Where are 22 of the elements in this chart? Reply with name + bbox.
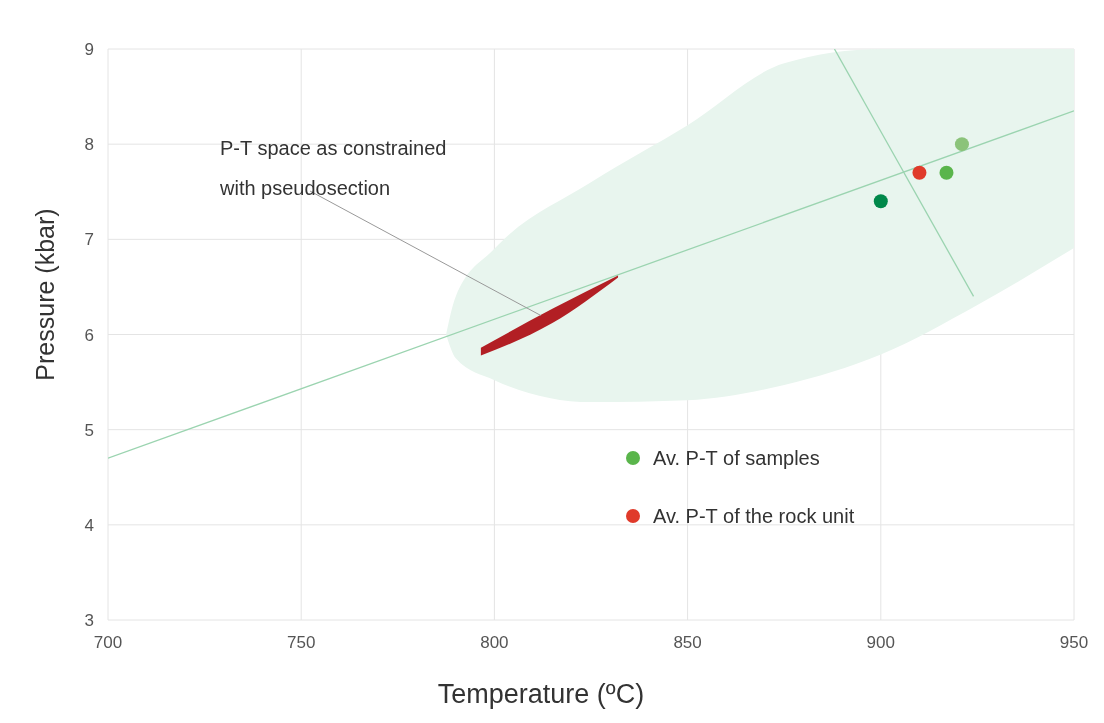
- x-tick-label: 900: [866, 633, 895, 652]
- x-tick-label: 950: [1059, 633, 1089, 652]
- x-tick-label: 700: [93, 633, 123, 652]
- x-axis-title: Temperature (ºC): [437, 679, 645, 709]
- y-tick-label: 7: [84, 230, 94, 250]
- y-tick-label: 8: [84, 135, 94, 155]
- x-tick-label: 750: [287, 633, 316, 652]
- point: [912, 165, 927, 180]
- legend-label: Av. P-T of samples: [653, 447, 820, 469]
- x-tick-label: 850: [673, 633, 702, 652]
- y-tick-label: 5: [84, 420, 94, 440]
- x-tick-label: 800: [480, 633, 509, 652]
- point: [954, 137, 969, 152]
- y-axis-title: Pressure (kbar): [31, 208, 59, 381]
- y-tick-label: 9: [84, 40, 94, 59]
- annotation: P-T space as constrained with pseudosection: [219, 137, 447, 199]
- point: [873, 194, 888, 209]
- point: [939, 165, 954, 180]
- y-tick-label: 6: [84, 325, 94, 345]
- legend-label: Av. P-T of the rock unit: [653, 505, 855, 527]
- y-tick-label: 4: [84, 515, 94, 535]
- y-tick-label: 3: [84, 611, 94, 630]
